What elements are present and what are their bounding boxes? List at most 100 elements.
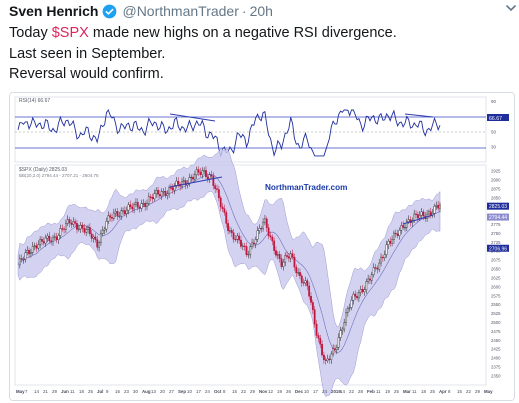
candle-body — [420, 211, 423, 216]
date-tick-label: 28 — [358, 389, 363, 394]
candle-body — [46, 235, 49, 239]
date-tick-label: 19 — [277, 389, 282, 394]
rsi-divergence-line-mar — [404, 113, 434, 118]
candle-body — [135, 202, 137, 205]
candle-body — [92, 236, 95, 239]
candle-body — [197, 169, 200, 173]
candle-body — [339, 330, 342, 338]
candle-body — [241, 245, 244, 247]
candle-body — [53, 236, 56, 238]
candle-body — [136, 202, 139, 208]
candle-body — [48, 235, 51, 242]
candle-body — [251, 242, 253, 247]
candle-body — [65, 223, 67, 230]
date-tick-label: 15 — [232, 389, 237, 394]
date-tick-label: Mar — [403, 389, 411, 394]
candle-body — [439, 204, 441, 209]
price-tick-label: 2625 — [491, 275, 501, 280]
candle-body — [212, 175, 215, 187]
candle-body — [247, 253, 250, 256]
date-tick-label: 26 — [286, 389, 291, 394]
candle-body — [252, 242, 255, 245]
candle-body — [184, 180, 187, 186]
candle-body — [313, 309, 316, 325]
candle-body — [376, 267, 379, 270]
candle-body — [157, 190, 159, 195]
candle-body — [267, 227, 270, 236]
tweet-header: Sven Henrich @NorthmanTrader · 20h — [9, 2, 514, 20]
date-tick-label: 22 — [466, 389, 471, 394]
candle-body — [199, 171, 202, 175]
candle-body — [330, 353, 333, 360]
candle-body — [428, 211, 430, 215]
rsi-last-value: 66.67 — [489, 116, 502, 122]
candle-body — [101, 230, 104, 234]
date-tick-label: May — [484, 389, 493, 394]
price-panel — [14, 164, 487, 386]
author-handle[interactable]: @NorthmanTrader — [122, 3, 239, 19]
cashtag-link[interactable]: $SPX — [51, 25, 89, 41]
candle-body — [170, 187, 172, 189]
spx-rsi-chart: RSI(14) 66.67 90705030 66.67 $SPX (Daily… — [10, 93, 514, 400]
date-tick-label: Feb — [367, 389, 375, 394]
candle-body — [391, 239, 393, 244]
candle-body — [383, 254, 386, 258]
candle-body — [50, 240, 53, 242]
candle-body — [437, 204, 440, 209]
candle-body — [90, 233, 93, 239]
candle-body — [299, 272, 301, 277]
candle-body — [68, 219, 71, 224]
candle-body — [326, 358, 329, 361]
price-trend-line-sep — [169, 176, 223, 188]
candle-body — [286, 255, 288, 257]
author-name[interactable]: Sven Henrich — [9, 3, 99, 19]
candle-body — [83, 228, 86, 233]
candle-body — [230, 230, 233, 233]
date-tick-label: 9 — [106, 389, 109, 394]
candle-body — [341, 328, 344, 331]
candle-body — [229, 230, 231, 232]
timestamp[interactable]: 20h — [249, 3, 273, 19]
candle-body — [190, 176, 193, 179]
candle-body — [160, 191, 163, 197]
candle-body — [88, 227, 91, 234]
candle-body — [245, 246, 248, 255]
verified-badge-icon — [103, 4, 117, 18]
date-tick-label: 11 — [70, 389, 75, 394]
candle-body — [306, 280, 309, 287]
candle-body — [181, 181, 183, 187]
candle-body — [116, 211, 119, 217]
candle-body — [188, 177, 191, 185]
candle-body — [216, 188, 218, 190]
candle-body — [422, 211, 425, 217]
chart-image[interactable]: RSI(14) 66.67 90705030 66.67 $SPX (Daily… — [9, 92, 515, 401]
date-tick-label: 23 — [124, 389, 129, 394]
price-tick-label: 2500 — [491, 320, 501, 325]
price-subtitle: BB(20,2.0) 2794.44 - 2707.21 - 2604.75 — [19, 173, 99, 178]
candle-body — [29, 252, 32, 255]
candle-body — [66, 219, 69, 224]
candle-body — [63, 228, 65, 230]
candle-body — [354, 293, 357, 297]
date-tick-label: 15 — [457, 389, 462, 394]
date-tick-label: 7 — [25, 389, 28, 394]
candle-body — [317, 335, 320, 339]
candle-body — [20, 258, 23, 260]
candle-body — [402, 225, 405, 228]
candle-body — [177, 180, 180, 185]
candle-body — [210, 174, 213, 177]
tweet-line-1: Today $SPX made new highs on a negative … — [9, 23, 509, 44]
candle-body — [328, 358, 331, 360]
candle-body — [300, 275, 303, 283]
price-badge — [487, 213, 509, 221]
candle-body — [203, 170, 206, 172]
candle-body — [162, 191, 165, 193]
candle-body — [61, 228, 64, 230]
date-tick-label: 19 — [385, 389, 390, 394]
candle-body — [72, 221, 75, 225]
date-tick-label: Jul — [97, 389, 103, 394]
candle-body — [26, 250, 29, 253]
candle-body — [96, 239, 99, 248]
chevron-down-icon[interactable] — [505, 2, 517, 14]
candle-body — [435, 204, 438, 207]
